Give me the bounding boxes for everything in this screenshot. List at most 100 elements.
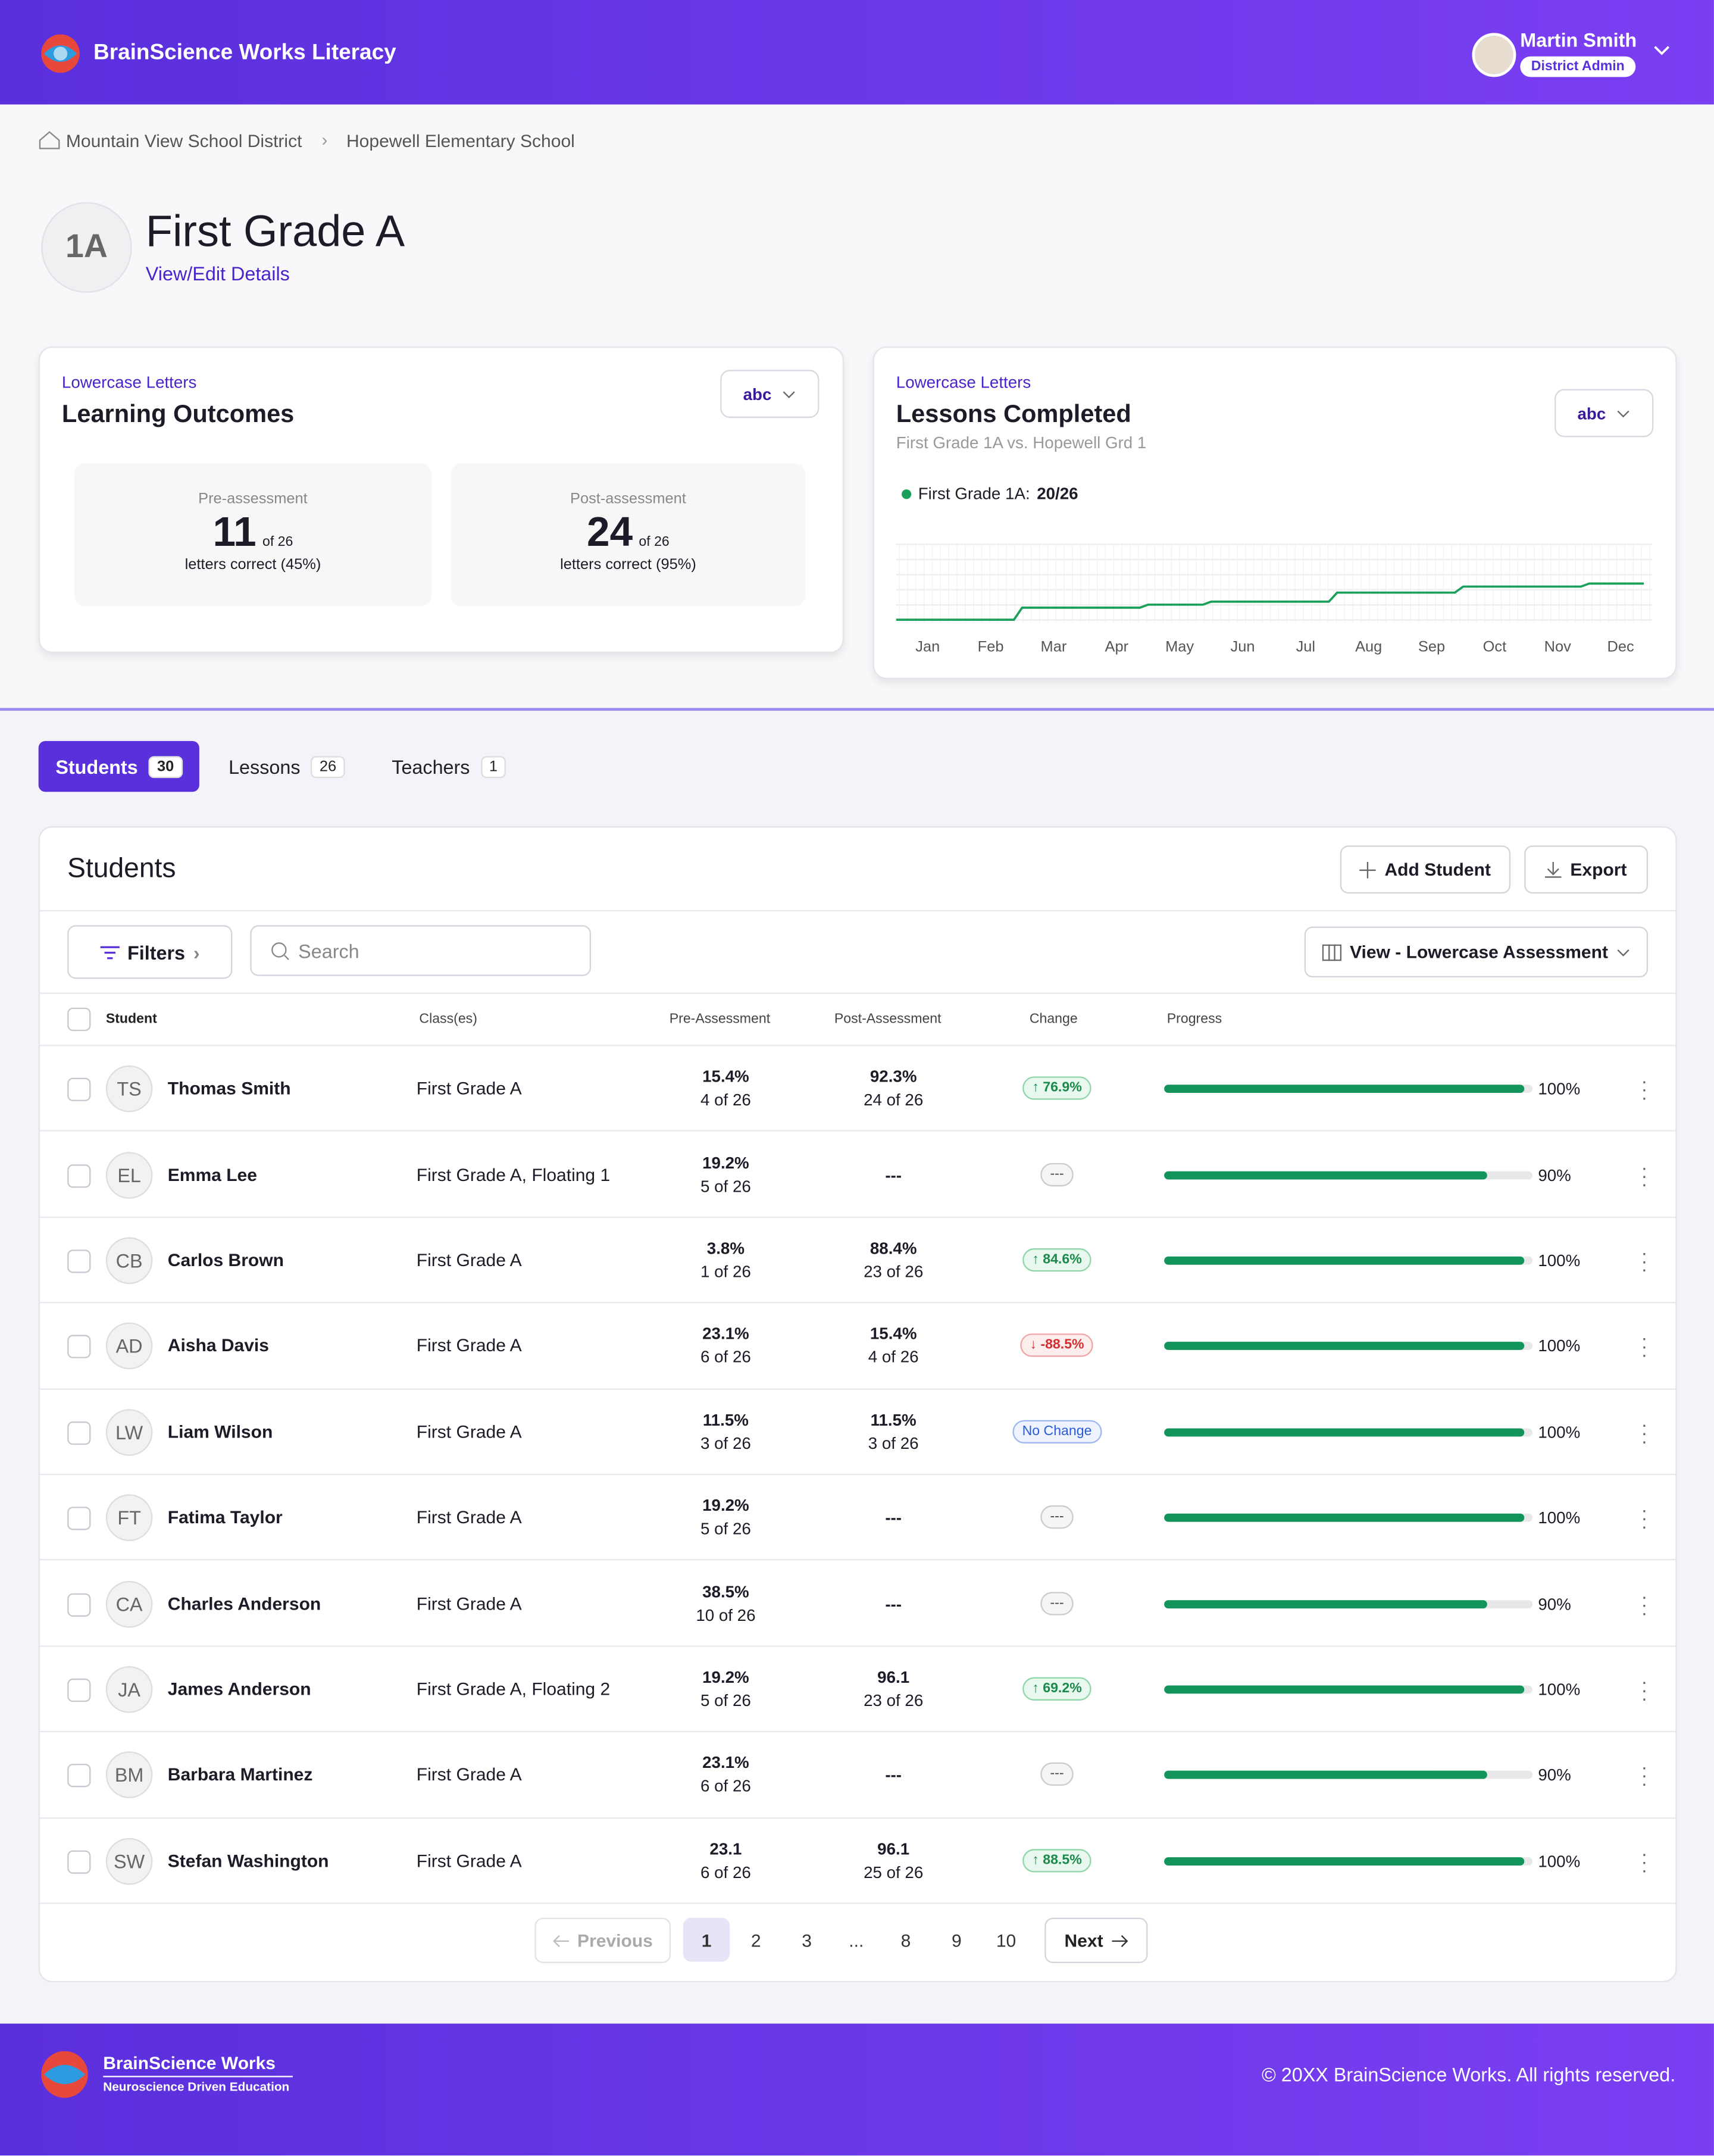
tab[interactable]: Lessons 26 [220, 741, 354, 792]
progress-bar [1164, 1085, 1525, 1093]
tab[interactable]: Teachers 1 [382, 741, 515, 792]
score-pct: 19.2% [702, 1496, 749, 1516]
checkbox[interactable] [67, 1592, 91, 1616]
previous-button[interactable]: Previous [534, 1917, 671, 1963]
score-pct: 11.5% [870, 1410, 917, 1430]
score-count: 25 of 26 [864, 1862, 924, 1882]
select[interactable]: abc [720, 370, 820, 418]
checkbox[interactable] [67, 1421, 91, 1445]
value: 11 [212, 510, 257, 556]
student-name[interactable]: Carlos Brown [167, 1249, 284, 1270]
select[interactable]: abc [1555, 389, 1654, 438]
students-card: Students Add Student Export Filters › Sea… [38, 826, 1677, 1983]
column-header: Post-Assessment [834, 1011, 942, 1027]
student-name[interactable]: Charles Anderson [167, 1592, 321, 1614]
change-pill: --- [1040, 1591, 1074, 1615]
row-menu[interactable]: · · · [1641, 1070, 1648, 1108]
next-button[interactable]: Next [1044, 1917, 1148, 1963]
student-name[interactable]: Liam Wilson [167, 1421, 273, 1442]
breadcrumb[interactable]: Hopewell Elementary School [346, 130, 575, 152]
label: Export [1570, 859, 1627, 880]
change-pill: --- [1040, 1505, 1074, 1529]
student-name[interactable]: Emma Lee [167, 1164, 257, 1185]
filters-button[interactable]: Filters › [67, 925, 233, 979]
progress-label: 90% [1538, 1594, 1571, 1614]
score-pct: 15.4% [702, 1067, 749, 1086]
change-value: 76.9% [1043, 1080, 1082, 1096]
score-pct: 3.8% [706, 1238, 745, 1258]
page-number[interactable]: 1 [683, 1917, 730, 1962]
progress-label: 90% [1538, 1165, 1571, 1185]
row-menu[interactable]: · · · [1641, 1498, 1648, 1538]
export-button[interactable]: Export [1524, 845, 1649, 894]
progress-bar [1164, 1342, 1525, 1351]
student-name[interactable]: Thomas Smith [167, 1078, 291, 1099]
checkbox[interactable] [67, 1007, 91, 1032]
checkbox[interactable] [67, 1678, 91, 1702]
score-pct: 19.2% [702, 1667, 749, 1687]
search-input[interactable]: Search [250, 925, 592, 976]
row-menu[interactable]: · · · [1641, 1327, 1648, 1366]
checkbox[interactable] [67, 1764, 91, 1788]
classes: First Grade A [416, 1421, 522, 1442]
score: --- [811, 1593, 976, 1616]
breadcrumb[interactable]: Mountain View School District [65, 130, 302, 152]
tab[interactable]: Students 30 [38, 740, 199, 792]
row [39, 1902, 1676, 1904]
tab-count: 26 [311, 755, 345, 778]
page-number[interactable]: 2 [750, 1929, 761, 1951]
score-pct: 23.1 [709, 1839, 742, 1858]
checkbox[interactable] [67, 1335, 91, 1359]
student-name[interactable]: James Anderson [167, 1678, 311, 1699]
column-header: Progress [1166, 1011, 1222, 1027]
data-line [896, 582, 1644, 621]
add-button[interactable]: Add Student [1340, 845, 1511, 894]
section-title: Students [67, 854, 176, 885]
checkbox[interactable] [67, 1164, 91, 1188]
view-select[interactable]: View - Lowercase Assessment [1304, 926, 1649, 978]
classes: First Grade A [416, 1850, 522, 1871]
student-name[interactable]: Fatima Taylor [167, 1507, 283, 1528]
logo [41, 2051, 88, 2098]
checkbox[interactable] [67, 1078, 91, 1102]
progress-label: 100% [1538, 1422, 1581, 1442]
page-number[interactable]: 9 [952, 1929, 962, 1951]
tab-count: 1 [480, 755, 506, 778]
student-name[interactable]: Stefan Washington [167, 1850, 329, 1871]
row-menu[interactable]: · · · [1641, 1756, 1648, 1795]
page-number[interactable]: ... [849, 1929, 864, 1951]
x-tick-label: May [1165, 639, 1194, 655]
label: Pre-assessment [198, 490, 308, 508]
progress-label: 100% [1538, 1851, 1581, 1871]
avatar[interactable] [1472, 33, 1516, 77]
score-pct: --- [885, 1766, 902, 1785]
row-menu[interactable]: · · · [1641, 1155, 1648, 1194]
score-pct: 23.1% [702, 1324, 749, 1344]
page-number[interactable]: 3 [802, 1929, 812, 1951]
avatar: AD [105, 1323, 153, 1370]
row-menu[interactable]: · · · [1641, 1241, 1648, 1280]
student-name[interactable]: Barbara Martinez [167, 1764, 313, 1785]
student-name[interactable]: Aisha Davis [167, 1335, 269, 1357]
checkbox[interactable] [67, 1507, 91, 1530]
row-menu[interactable]: · · · [1641, 1670, 1648, 1709]
row-menu[interactable]: · · · [1641, 1413, 1648, 1452]
score: 23.1 6 of 26 [643, 1838, 808, 1885]
row-menu[interactable]: · · · [1641, 1842, 1648, 1880]
details-link[interactable]: View/Edit Details [145, 263, 290, 285]
page-number[interactable]: 8 [900, 1929, 911, 1951]
label: Next [1064, 1930, 1103, 1951]
x-tick-label: Oct [1483, 639, 1507, 655]
score-count: 5 of 26 [700, 1519, 751, 1539]
classes: First Grade A [416, 1764, 522, 1785]
chevron[interactable] [1652, 44, 1671, 58]
checkbox[interactable] [67, 1249, 91, 1273]
label: Add Student [1384, 859, 1491, 880]
score-pct: --- [885, 1508, 902, 1528]
page-number[interactable]: 10 [996, 1929, 1016, 1951]
legend: First Grade 1A: 20/26 [902, 484, 1078, 503]
classes: First Grade A [416, 1507, 522, 1528]
row-menu[interactable]: · · · [1641, 1584, 1648, 1623]
checkbox[interactable] [67, 1850, 91, 1874]
avatar: BM [105, 1752, 153, 1799]
